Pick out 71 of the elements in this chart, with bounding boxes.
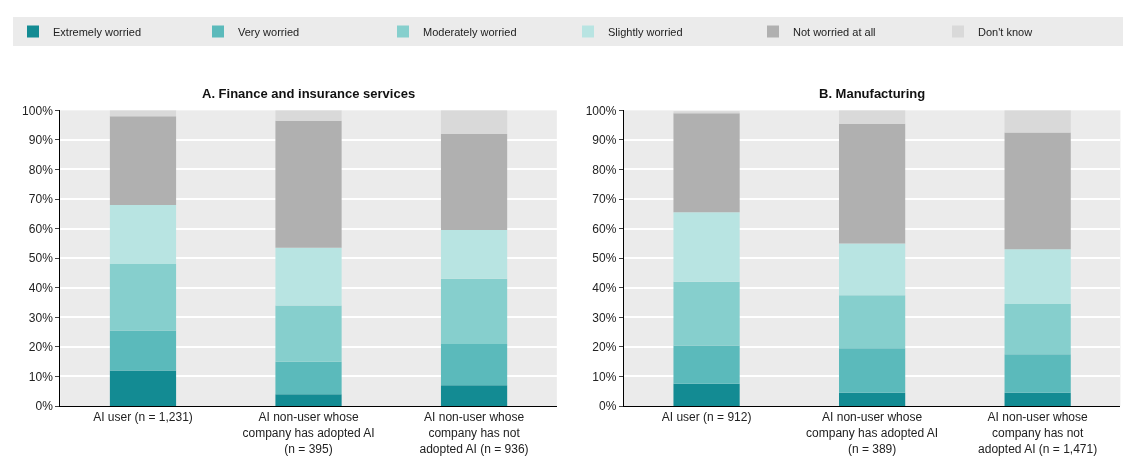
x-tick-label: AI user (n = 912)	[661, 410, 752, 425]
bar	[673, 111, 740, 114]
bar	[673, 212, 740, 282]
y-tick-label: 30%	[28, 310, 54, 325]
y-tick-label: 50%	[592, 251, 617, 266]
bar	[440, 134, 508, 231]
y-tick-label: 70%	[28, 192, 54, 207]
legend-label: Extremely worried	[53, 25, 142, 38]
bar	[1004, 304, 1071, 355]
x-tick-label: AI user (n = 1,231)	[93, 410, 193, 425]
bar	[275, 120, 342, 248]
bar	[440, 385, 508, 406]
bar	[673, 383, 740, 406]
x-tick-label: AI non-user whose company has adopted AI (n = 395)	[242, 410, 375, 456]
bar	[839, 110, 906, 124]
bar	[275, 110, 342, 121]
bar	[839, 123, 906, 244]
bar	[109, 116, 177, 205]
y-tick-label: 80%	[28, 162, 54, 177]
bar	[673, 345, 740, 384]
y-tick-label: 100%	[22, 103, 54, 118]
y-tick-label: 0%	[35, 399, 54, 414]
legend-label: Not worried at all	[793, 25, 876, 38]
y-tick-label: 30%	[592, 310, 617, 325]
y-tick-label: 20%	[28, 340, 54, 355]
y-tick-label: 10%	[592, 369, 617, 384]
bar	[673, 113, 740, 213]
bar	[673, 281, 740, 346]
y-tick-label: 50%	[28, 251, 54, 266]
bar	[109, 330, 177, 371]
legend-label: Slightly worried	[608, 25, 683, 38]
bar	[109, 370, 177, 406]
x-tick-label: AI non-user whose company has adopted AI (n = 389)	[806, 410, 939, 456]
bar	[1004, 110, 1071, 133]
y-tick-label: 40%	[592, 280, 617, 295]
bar	[275, 305, 342, 362]
y-tick-label: 90%	[592, 133, 617, 148]
legend-label: Don't know	[978, 25, 1033, 38]
bar	[1004, 354, 1071, 393]
bar	[839, 295, 906, 349]
y-tick-label: 10%	[28, 369, 54, 384]
y-tick-label: 20%	[592, 340, 617, 355]
bar	[109, 204, 177, 265]
bar	[839, 392, 906, 406]
y-tick-label: 60%	[592, 221, 617, 236]
bar	[1004, 249, 1071, 304]
y-tick-label: 80%	[592, 162, 617, 177]
bar	[440, 110, 508, 135]
bar	[109, 264, 177, 331]
bar	[275, 394, 342, 406]
y-tick-label: 70%	[592, 192, 617, 207]
y-tick-label: 40%	[28, 280, 54, 295]
bar	[440, 343, 508, 386]
bar	[440, 230, 508, 279]
chart-title: B. Manufacturing	[819, 86, 926, 101]
bar	[275, 247, 342, 306]
bar	[440, 278, 508, 344]
x-tick-label: AI non-user whose company has not adopted AI (n = 936)	[419, 410, 529, 456]
bar	[839, 348, 906, 393]
y-tick-label: 100%	[585, 103, 617, 118]
y-tick-label: 0%	[599, 399, 617, 414]
bar	[839, 243, 906, 296]
y-tick-label: 90%	[28, 133, 54, 148]
y-tick-label: 60%	[28, 221, 54, 236]
bar	[275, 361, 342, 395]
bar	[1004, 392, 1071, 406]
bar	[1004, 132, 1071, 250]
chart-title: A. Finance and insurance services	[202, 86, 416, 101]
legend-label: Moderately worried	[423, 25, 517, 38]
legend-label: Very worried	[238, 25, 300, 38]
x-tick-label: AI non-user whose company has not adopted AI (n = 1,471)	[978, 410, 1098, 456]
